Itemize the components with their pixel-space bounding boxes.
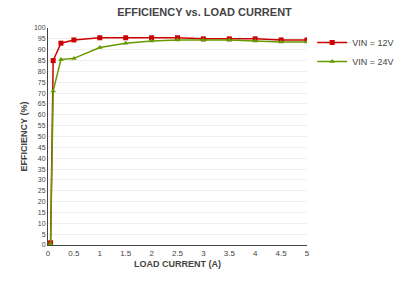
svg-text:3: 3: [201, 249, 206, 258]
svg-text:90: 90: [38, 46, 46, 53]
svg-text:75: 75: [38, 79, 46, 86]
svg-text:65: 65: [38, 100, 46, 107]
svg-text:5: 5: [42, 231, 46, 238]
svg-text:3.5: 3.5: [224, 249, 236, 258]
svg-text:55: 55: [38, 122, 46, 129]
svg-text:0: 0: [42, 241, 46, 248]
svg-text:4.5: 4.5: [276, 249, 288, 258]
svg-text:2.5: 2.5: [172, 249, 184, 258]
svg-text:EFFICIENCY (%): EFFICIENCY (%): [19, 102, 29, 172]
svg-text:10: 10: [38, 220, 46, 227]
svg-text:30: 30: [38, 176, 46, 183]
svg-text:100: 100: [34, 24, 46, 31]
svg-text:60: 60: [38, 111, 46, 118]
svg-text:80: 80: [38, 68, 46, 75]
svg-text:25: 25: [38, 187, 46, 194]
svg-text:35: 35: [38, 166, 46, 173]
svg-text:1.5: 1.5: [120, 249, 132, 258]
svg-text:1: 1: [98, 249, 103, 258]
svg-text:EFFICIENCY vs. LOAD CURRENT: EFFICIENCY vs. LOAD CURRENT: [117, 6, 292, 18]
svg-text:45: 45: [38, 144, 46, 151]
svg-text:0: 0: [46, 249, 51, 258]
svg-text:50: 50: [38, 133, 46, 140]
svg-text:5: 5: [305, 249, 310, 258]
svg-text:20: 20: [38, 198, 46, 205]
svg-text:70: 70: [38, 90, 46, 97]
svg-text:4: 4: [253, 249, 258, 258]
svg-text:VIN = 12V: VIN = 12V: [352, 38, 393, 48]
svg-text:2: 2: [149, 249, 154, 258]
svg-text:0.5: 0.5: [68, 249, 80, 258]
svg-text:95: 95: [38, 35, 46, 42]
svg-text:LOAD CURRENT (A): LOAD CURRENT (A): [134, 259, 221, 269]
svg-text:40: 40: [38, 155, 46, 162]
svg-text:15: 15: [38, 209, 46, 216]
svg-text:VIN = 24V: VIN = 24V: [352, 57, 393, 67]
svg-text:85: 85: [38, 57, 46, 64]
